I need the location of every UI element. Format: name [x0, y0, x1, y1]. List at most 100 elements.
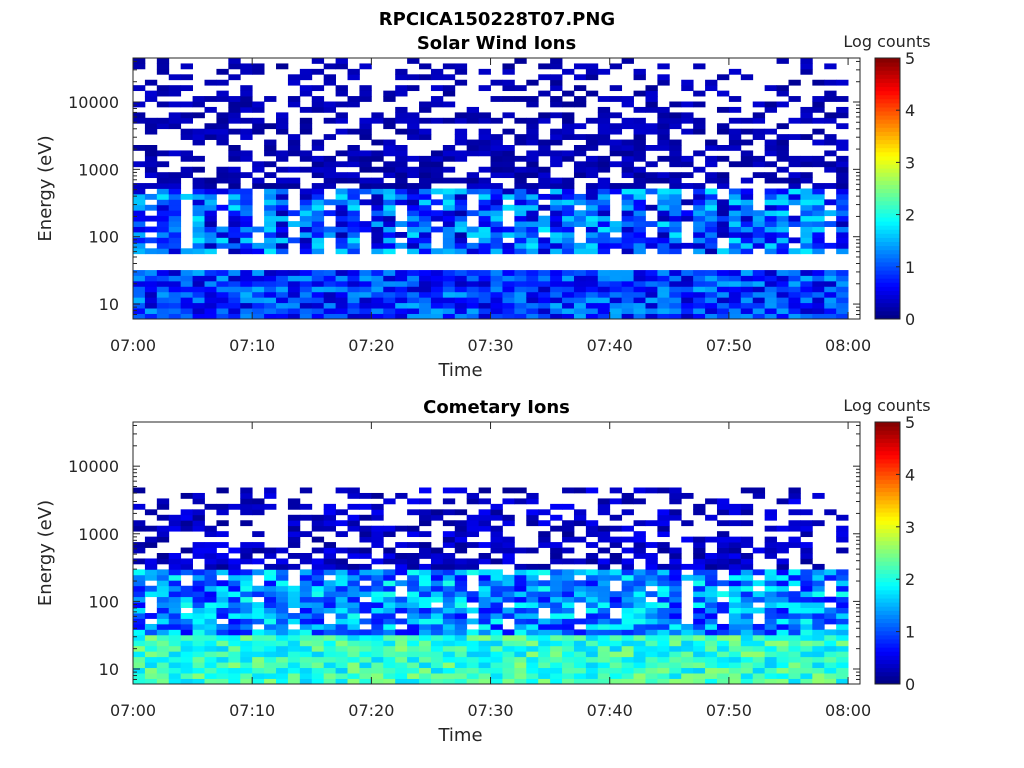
heatmap-cell [681, 574, 694, 581]
colorbar-swatch [875, 638, 900, 644]
heatmap-cell [168, 286, 182, 293]
heatmap-cell [478, 242, 491, 249]
heatmap-cell [585, 145, 599, 151]
heatmap-cell [788, 487, 801, 494]
colorbar-swatch [875, 647, 900, 652]
colorbar-swatch [875, 651, 900, 656]
heatmap-cell [836, 629, 849, 636]
heatmap-cell [645, 237, 658, 244]
heatmap-cell [335, 607, 348, 614]
heatmap-cell [836, 591, 849, 598]
heatmap-cell [526, 585, 539, 592]
heatmap-cell [252, 63, 265, 70]
heatmap-cell [716, 563, 730, 570]
heatmap-cell [800, 678, 813, 685]
heatmap-cell [478, 68, 491, 75]
heatmap-cell [657, 215, 670, 222]
heatmap-cell [252, 161, 265, 168]
heatmap-cell [573, 634, 587, 641]
colorbar-frame [874, 421, 901, 685]
heatmap-cell [538, 226, 551, 233]
heatmap-cell [562, 607, 575, 614]
heatmap-cell [526, 155, 539, 162]
heatmap-cell [752, 313, 766, 320]
heatmap-cell [419, 618, 432, 625]
heatmap-cell [728, 662, 742, 669]
heatmap-cell [693, 580, 706, 587]
heatmap-cell [752, 634, 766, 641]
heatmap-cell [478, 678, 491, 685]
heatmap-cell [824, 308, 837, 314]
heatmap-cell [514, 117, 527, 124]
heatmap-cell [597, 531, 611, 538]
heatmap-cell [693, 302, 706, 309]
heatmap-cell [812, 492, 825, 499]
heatmap-cell [514, 139, 527, 146]
heatmap-cell [478, 248, 491, 255]
heatmap-cell [466, 596, 480, 603]
colorbar-swatch [875, 310, 900, 316]
heatmap-cell [621, 509, 634, 516]
heatmap-cell [764, 210, 777, 217]
heatmap-cell [454, 569, 468, 576]
heatmap-cell [419, 498, 432, 505]
heatmap-cell [383, 313, 396, 320]
heatmap-cell [740, 242, 754, 249]
heatmap-cell [156, 199, 170, 206]
heatmap-cell [562, 128, 575, 135]
heatmap-cell [383, 651, 396, 658]
heatmap-cell [716, 106, 730, 113]
heatmap-cell [752, 662, 766, 669]
heatmap-cell [812, 204, 825, 211]
heatmap-cell [597, 667, 611, 674]
heatmap-cell [645, 204, 658, 211]
heatmap-cell [490, 204, 503, 211]
heatmap-cell [800, 640, 813, 647]
heatmap-cell [359, 531, 372, 538]
heatmap-cell [788, 591, 801, 598]
heatmap-cell [371, 503, 384, 510]
heatmap-cell [562, 188, 575, 195]
heatmap-cell [681, 492, 694, 499]
heatmap-cell [287, 634, 301, 641]
heatmap-cell [728, 623, 742, 630]
heatmap-cell [538, 645, 551, 652]
heatmap-cell [287, 297, 301, 304]
heatmap-cell [454, 308, 468, 314]
heatmap-cell [597, 275, 611, 282]
colorbar-swatch [875, 507, 900, 513]
heatmap-cell [276, 199, 289, 206]
heatmap-cell [323, 596, 337, 603]
heatmap-cell [228, 602, 241, 608]
heatmap-cell [705, 629, 718, 636]
heatmap-cell [347, 591, 360, 598]
heatmap-cell [514, 602, 527, 608]
heatmap-cell [669, 204, 682, 211]
heatmap-cell [573, 662, 587, 669]
heatmap-cell [192, 242, 205, 249]
heatmap-cell [716, 602, 730, 608]
heatmap-cell [192, 96, 205, 102]
heatmap-cell [323, 183, 337, 189]
heatmap-cell [133, 308, 146, 314]
heatmap-cell [681, 199, 694, 206]
heatmap-cell [180, 248, 193, 255]
heatmap-cell [585, 291, 599, 298]
heatmap-cell [144, 645, 158, 652]
heatmap-cell [526, 607, 539, 614]
heatmap-cell [454, 237, 468, 244]
heatmap-cell [585, 634, 599, 641]
heatmap-cell [323, 79, 337, 86]
heatmap-cell [585, 602, 599, 608]
heatmap-cell [204, 291, 217, 298]
heatmap-cell [788, 618, 801, 625]
heatmap-cell [562, 574, 575, 581]
heatmap-cell [204, 613, 217, 619]
heatmap-cell [383, 188, 396, 195]
heatmap-cell [311, 101, 325, 108]
heatmap-cell [562, 275, 575, 282]
heatmap-cell [812, 188, 825, 195]
heatmap-cell [669, 498, 682, 505]
heatmap-cell [335, 172, 348, 179]
heatmap-cell [240, 106, 253, 113]
